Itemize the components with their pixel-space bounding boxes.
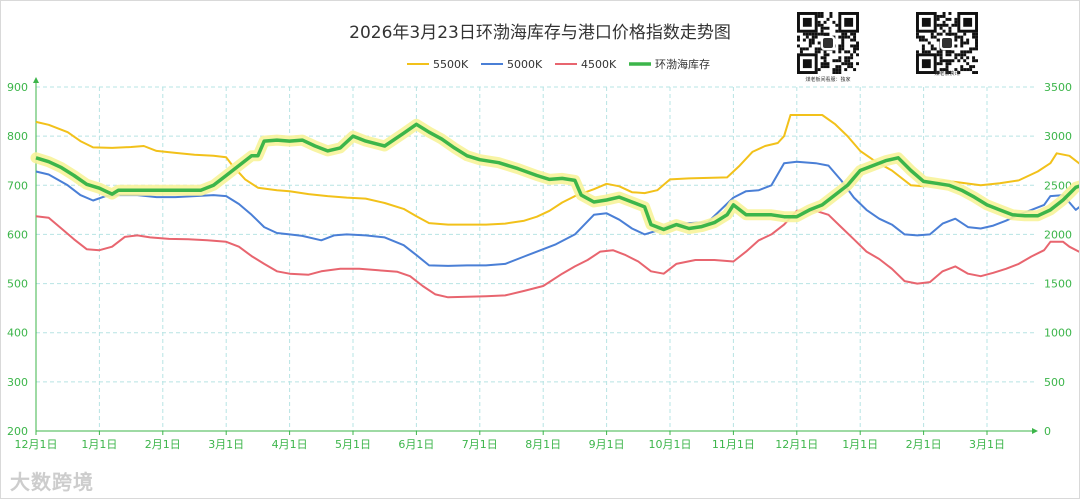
x-tick-label: 12月1日 <box>15 438 58 451</box>
x-tick-label: 11月1日 <box>712 438 755 451</box>
x-tick-label: 6月1日 <box>398 438 434 451</box>
legend-label: 4500K <box>581 58 617 71</box>
x-axis-arrow <box>1032 428 1038 434</box>
y-right-tick-label: 3000 <box>1044 130 1072 143</box>
x-tick-label: 2月1日 <box>145 438 181 451</box>
x-tick-label: 9月1日 <box>589 438 625 451</box>
x-tick-label: 5月1日 <box>335 438 371 451</box>
y-right-tick-label: 1500 <box>1044 278 1072 291</box>
y-right-tick-label: 1000 <box>1044 327 1072 340</box>
series-line-5000k <box>35 160 1080 267</box>
y-right-tick-label: 0 <box>1044 425 1051 438</box>
x-tick-label: 4月1日 <box>272 438 308 451</box>
y-right-tick-label: 3500 <box>1044 81 1072 94</box>
qr-left-caption: 煤老板间看服：独家 <box>805 77 851 83</box>
qr-code-right <box>916 12 978 74</box>
qr-right-caption: 煤老板快讯 <box>934 71 960 77</box>
y-right-tick-label: 2500 <box>1044 179 1072 192</box>
x-tick-label: 1月1日 <box>81 438 117 451</box>
chart-title: 2026年3月23日环渤海库存与港口价格指数走势图 <box>349 23 731 43</box>
series-line-5500k <box>35 114 1080 226</box>
watermark-logo: 大数跨境 <box>10 470 94 494</box>
x-tick-label: 3月1日 <box>969 438 1005 451</box>
x-tick-label: 10月1日 <box>649 438 692 451</box>
y-right-tick-label: 500 <box>1044 376 1065 389</box>
x-tick-label: 12月1日 <box>775 438 818 451</box>
y-left-tick-label: 300 <box>7 376 28 389</box>
y-left-tick-label: 500 <box>7 278 28 291</box>
y-left-tick-label: 900 <box>7 81 28 94</box>
y-left-tick-label: 400 <box>7 327 28 340</box>
y-left-tick-label: 700 <box>7 179 28 192</box>
legend-label: 环渤海库存 <box>655 57 710 71</box>
series-line-inventory <box>35 122 1080 232</box>
y-left-tick-label: 200 <box>7 425 28 438</box>
x-tick-label: 8月1日 <box>525 438 561 451</box>
qr-code-left <box>797 12 859 74</box>
x-tick-label: 1月1日 <box>842 438 878 451</box>
y-right-tick-label: 2000 <box>1044 228 1072 241</box>
legend-label: 5000K <box>507 58 543 71</box>
series-line-4500k <box>35 209 1080 299</box>
y-left-tick-label: 600 <box>7 228 28 241</box>
legend-label: 5500K <box>433 58 469 71</box>
x-tick-label: 2月1日 <box>906 438 942 451</box>
y-axis-arrow <box>33 77 39 83</box>
y-left-tick-label: 800 <box>7 130 28 143</box>
x-tick-label: 3月1日 <box>208 438 244 451</box>
x-tick-label: 7月1日 <box>462 438 498 451</box>
